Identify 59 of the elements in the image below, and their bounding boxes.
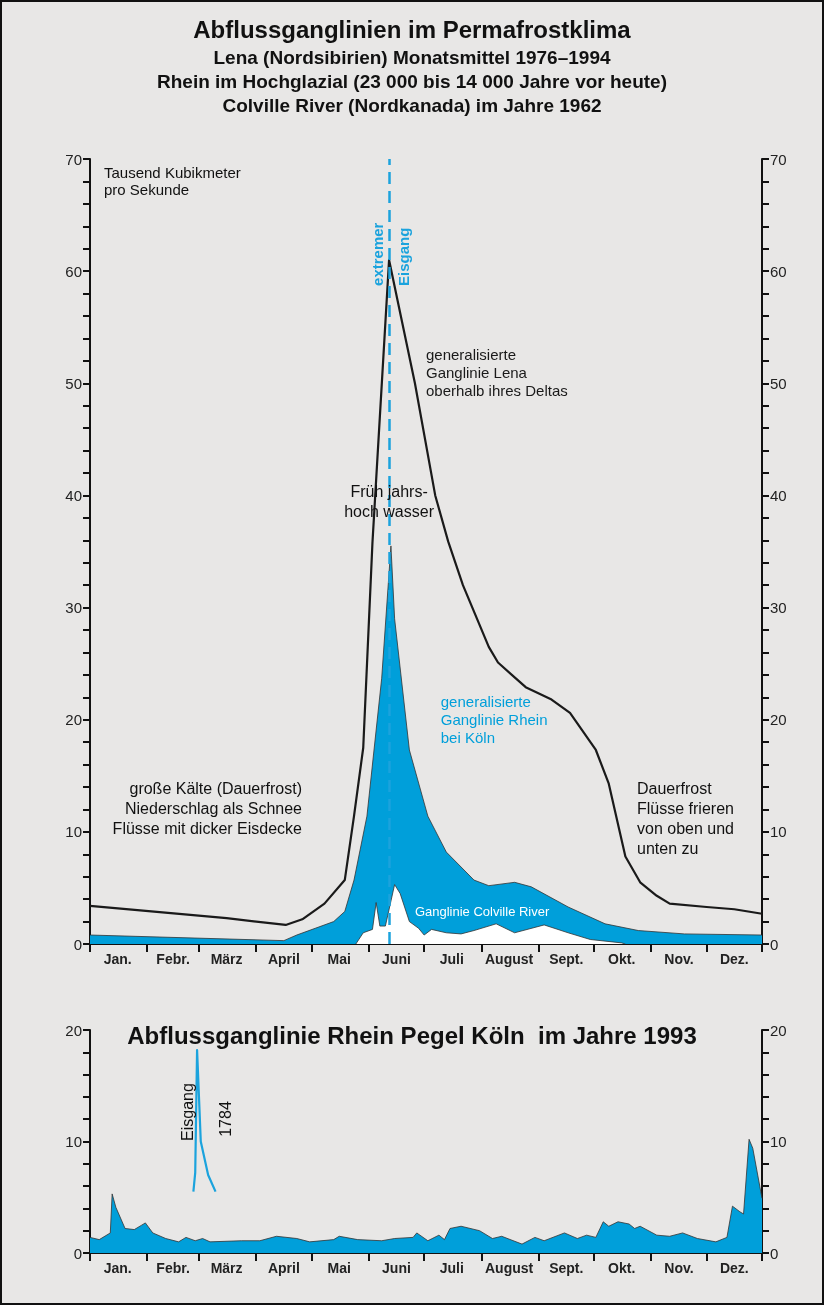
y2-tick-label: 10 [770, 823, 787, 841]
x-tick-label: Okt. [608, 951, 636, 967]
x-tick-label: Febr. [156, 1260, 190, 1276]
x-tick-label: Sept. [549, 951, 584, 967]
x-tick-label: März [210, 951, 243, 967]
series-label: Ganglinie Colville River [414, 903, 550, 919]
x-tick-label: Jan. [103, 1260, 132, 1276]
x-tick-label: Mai [327, 951, 351, 967]
x-tick-label: August [484, 951, 534, 967]
y2-tick-label: 10 [770, 1133, 787, 1150]
y2-tick-label: 70 [770, 150, 787, 168]
x-tick-label: Sept. [549, 1260, 584, 1276]
y2-tick-label: 30 [770, 599, 787, 617]
y-tick-label: 0 [73, 935, 82, 953]
x-tick-label: Juli [439, 1260, 464, 1276]
annotation: extremer [368, 222, 386, 286]
y-tick-label: 20 [65, 711, 82, 729]
y2-tick-label: 40 [770, 486, 787, 504]
x-tick-label: April [267, 1260, 300, 1276]
annotation: Eisgang [394, 227, 412, 286]
y2-tick-label: 0 [770, 935, 779, 953]
y-tick-label: 10 [65, 1133, 82, 1150]
x-tick-label: April [267, 951, 300, 967]
x-tick-label: Jan. [103, 951, 132, 967]
x-tick-label: Mai [327, 1260, 351, 1276]
x-tick-label: Dez. [719, 1260, 749, 1276]
chart-title: Abflussganglinien im Permafrostklima [193, 15, 632, 43]
y-tick-label: 20 [65, 1021, 82, 1039]
y-tick-label: 30 [65, 599, 82, 617]
y-tick-label: 40 [65, 486, 82, 504]
x-tick-label: Nov. [664, 951, 694, 967]
x-tick-label: Juni [382, 951, 411, 967]
y-tick-label: 50 [65, 374, 82, 392]
text: generalisierte Ganglinie Rhein bei Köln [440, 693, 548, 747]
x-tick-label: Juni [382, 1260, 411, 1276]
y2-tick-label: 60 [770, 262, 787, 280]
annotation: Dauerfrost Flüsse frieren von oben und unten zu [637, 779, 734, 857]
y2-tick-label: 50 [770, 374, 787, 392]
x-tick-label: Dez. [719, 951, 749, 967]
x-tick-label: Juli [439, 951, 464, 967]
y-axis-title: Tausend Kubikmeter pro Sekunde [104, 164, 241, 198]
y2-tick-label: 20 [770, 711, 787, 729]
y2-tick-label: 0 [770, 1244, 779, 1262]
x-tick-label: Febr. [156, 951, 190, 967]
chart-subtitle: Lena (Nordsibirien) Monatsmittel 1976–1994 Rhein im Hochglazial (23 000 bis 14 000 Jahre vor heute) Colville River (Nordkanada) im Jahre 1962 [156, 46, 668, 116]
annotation: Eisgang [178, 1083, 196, 1141]
y-tick-label: 60 [65, 262, 82, 280]
x-tick-label: März [210, 1260, 243, 1276]
annotation: große Kälte (Dauerfrost) Niederschlag als Schnee Flüsse mit dicker Eisdecke [112, 779, 303, 837]
y-tick-label: 0 [73, 1244, 82, 1262]
chart-title: Abflussganglinie Rhein Pegel Köln im Jahre 1993 [127, 1021, 697, 1049]
y2-tick-label: 20 [770, 1021, 787, 1039]
annotation: 1784 [216, 1101, 234, 1137]
y-tick-label: 70 [65, 150, 82, 168]
series-label: generalisierte Ganglinie Lena oberhalb ihres Deltas [426, 345, 568, 399]
x-tick-label: August [484, 1260, 534, 1276]
x-tick-label: Nov. [664, 1260, 694, 1276]
x-tick-label: Okt. [608, 1260, 636, 1276]
y-tick-label: 10 [65, 823, 82, 841]
